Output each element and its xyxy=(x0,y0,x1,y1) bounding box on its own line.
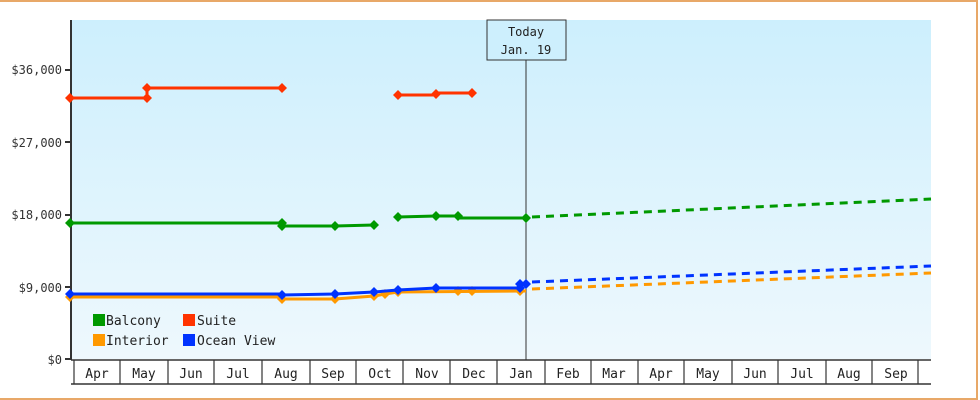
x-tick-label: Apr xyxy=(85,367,109,382)
series-ocean-view xyxy=(65,264,932,300)
x-tick-label: Nov xyxy=(415,367,439,382)
x-tick-label: Feb xyxy=(556,367,580,382)
legend-label: Ocean View xyxy=(197,334,275,349)
x-tick-label: Jul xyxy=(226,367,249,382)
today-marker: Today Jan. 19 xyxy=(486,19,567,360)
legend-item-suite: Suite xyxy=(183,314,236,329)
x-tick-label: Aug xyxy=(837,367,860,382)
x-tick-label: Sep xyxy=(884,367,908,382)
legend-label: Balcony xyxy=(106,314,161,329)
series-suite xyxy=(65,83,477,103)
y-tick-label: $0 xyxy=(48,353,62,367)
x-tick-label: Apr xyxy=(649,367,673,382)
y-tick-label: $27,000 xyxy=(11,136,62,150)
legend-item-interior: Interior xyxy=(93,334,169,349)
legend: Balcony Suite Interior Ocean View xyxy=(93,314,275,349)
y-axis: $36,000 $27,000 $18,000 $9,000 $0 xyxy=(11,63,62,367)
x-tick-label: Jul xyxy=(790,367,813,382)
legend-label: Interior xyxy=(106,334,169,349)
x-tick-label: Jun xyxy=(743,367,766,382)
legend-swatch-icon xyxy=(93,314,105,326)
y-tick-label: $18,000 xyxy=(11,208,62,222)
legend-swatch-icon xyxy=(93,334,105,346)
x-tick-label: Aug xyxy=(274,367,297,382)
x-axis: Apr May Jun Jul Aug Sep Oct Nov Dec Jan … xyxy=(71,359,931,385)
x-tick-label: Sep xyxy=(321,367,345,382)
y-tick-label: $9,000 xyxy=(19,281,62,295)
legend-item-balcony: Balcony xyxy=(93,314,161,329)
x-tick-label: Oct xyxy=(368,367,391,382)
x-tick-label: Jan xyxy=(509,367,532,382)
x-tick-label: Dec xyxy=(462,367,485,382)
today-label: Today xyxy=(508,25,544,39)
legend-label: Suite xyxy=(197,314,236,329)
today-date: Jan. 19 xyxy=(501,43,552,57)
plot-area xyxy=(71,20,931,359)
series-balcony xyxy=(65,197,932,231)
x-tick-label: Mar xyxy=(602,367,626,382)
legend-swatch-icon xyxy=(183,314,195,326)
legend-swatch-icon xyxy=(183,334,195,346)
y-tick-label: $36,000 xyxy=(11,63,62,77)
x-tick-label: Jun xyxy=(179,367,202,382)
x-tick-label: May xyxy=(696,367,720,382)
legend-item-ocean-view: Ocean View xyxy=(183,334,275,349)
x-tick-label: May xyxy=(132,367,156,382)
